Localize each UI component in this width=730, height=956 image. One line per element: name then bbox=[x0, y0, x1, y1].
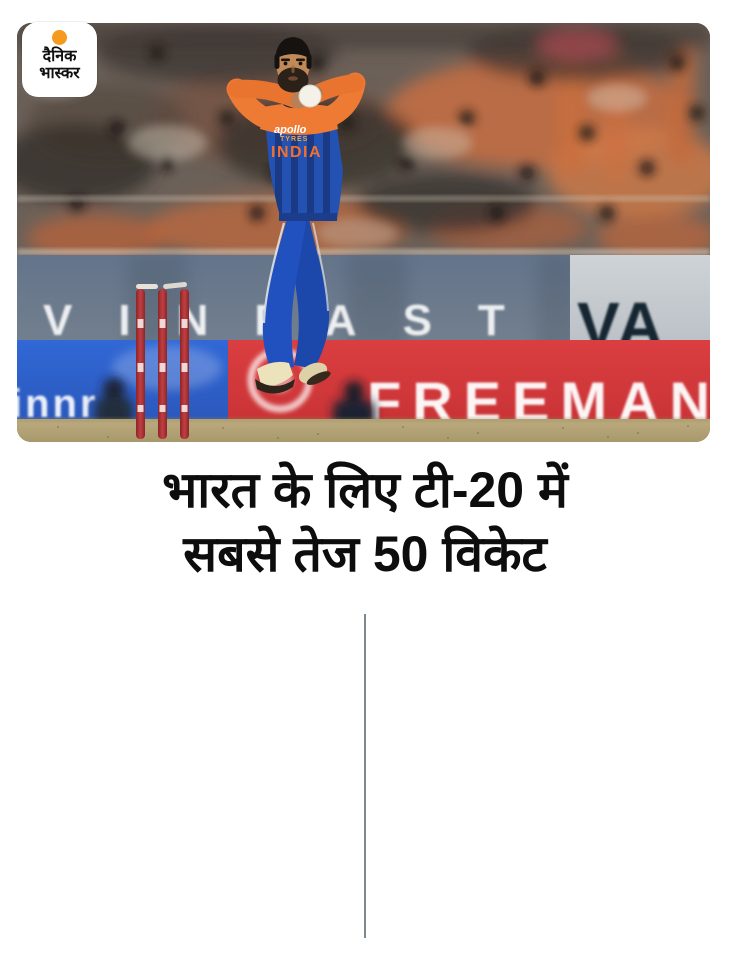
headline: भारत के लिए टी-20 में सबसे तेज 50 विकेट bbox=[0, 458, 730, 586]
photo-scene: VINFAST VA innr FREEMAN bbox=[17, 23, 710, 442]
cricket-ball bbox=[298, 84, 322, 108]
bails bbox=[136, 282, 188, 289]
ground bbox=[17, 418, 710, 442]
match-photo: VINFAST VA innr FREEMAN bbox=[17, 23, 710, 442]
jersey-sponsor2-text: TYRES bbox=[280, 136, 308, 143]
logo-text-line2: भास्कर bbox=[39, 65, 80, 82]
jersey-sponsor-text: apollo bbox=[274, 124, 307, 136]
table-column-divider bbox=[364, 614, 366, 938]
crowd-background bbox=[17, 23, 710, 263]
stats-table: बॉलर इनिंग कुलदीप यादव 29 वरुण चक्रवर्ती… bbox=[21, 614, 709, 938]
bowler-player: apollo TYRES INDIA bbox=[226, 37, 366, 394]
headline-line2: सबसे तेज 50 विकेट bbox=[183, 526, 547, 582]
logo-sun-icon bbox=[52, 30, 67, 45]
stand-railing bbox=[17, 196, 710, 201]
wall-ad-text: VINFAST bbox=[43, 296, 551, 345]
player-head bbox=[274, 37, 312, 93]
jersey-team-text: INDIA bbox=[271, 144, 322, 161]
headline-line1: भारत के लिए टी-20 में bbox=[162, 462, 568, 518]
boundary-railing bbox=[17, 249, 710, 255]
dainik-bhaskar-logo: दैनिक भास्कर bbox=[22, 22, 97, 97]
logo-text-line1: दैनिक bbox=[42, 48, 77, 65]
stumps bbox=[136, 282, 189, 439]
